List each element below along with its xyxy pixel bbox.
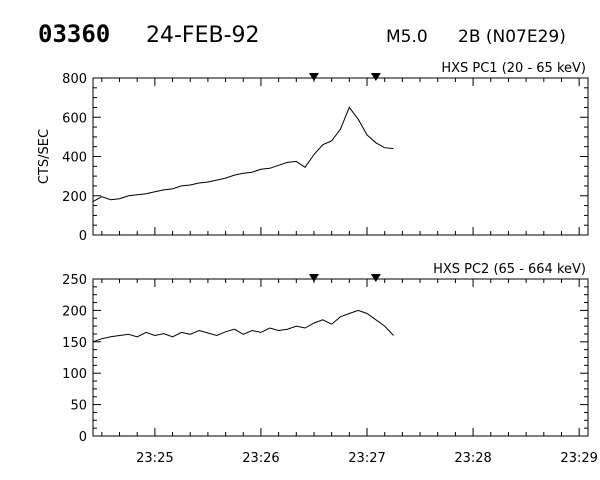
plot-frame [92,278,589,437]
optical-class-label: 2B (N07E29) [458,27,566,47]
y-axis-label: CTS/SEC [37,129,52,184]
x-tick-label: 23:26 [242,451,279,466]
y-tick-label: 600 [62,111,87,126]
y-tick-label: 800 [62,72,87,87]
series-line [92,106,394,203]
x-tick-label: 23:25 [136,451,173,466]
goes-class-label: M5.0 [386,27,428,47]
y-tick-label: 250 [62,273,87,288]
panel-pc1: HXS PC1 (20 - 65 keV) 0 200 400 600 800 CTS/SE… [37,61,589,244]
panel-pc2: HXS PC2 (65 - 664 keV) 0 50 100 150 200 250 23:… [62,262,598,466]
y-tick-label: 0 [79,430,87,445]
event-id: 03360 [38,20,110,48]
x-tick-label: 23:28 [454,451,491,466]
time-marker [370,274,381,282]
y-tick-label: 150 [62,336,87,351]
y-tick-label: 200 [62,190,87,205]
time-marker [308,73,319,81]
time-marker [308,274,319,282]
y-tick-label: 400 [62,151,87,166]
date-label: 24-FEB-92 [146,23,260,48]
y-tick-label: 200 [62,304,87,319]
y-tick-label: 0 [79,229,87,244]
y-tick-label: 50 [70,399,87,414]
x-tick-label: 23:27 [348,451,385,466]
panel-title: HXS PC1 (20 - 65 keV) [441,61,586,76]
time-marker [370,73,381,81]
panel-title: HXS PC2 (65 - 664 keV) [433,262,586,277]
series-line [92,309,394,343]
x-tick-label: 23:29 [560,451,597,466]
plot-frame [92,77,589,236]
y-tick-label: 100 [62,367,87,382]
